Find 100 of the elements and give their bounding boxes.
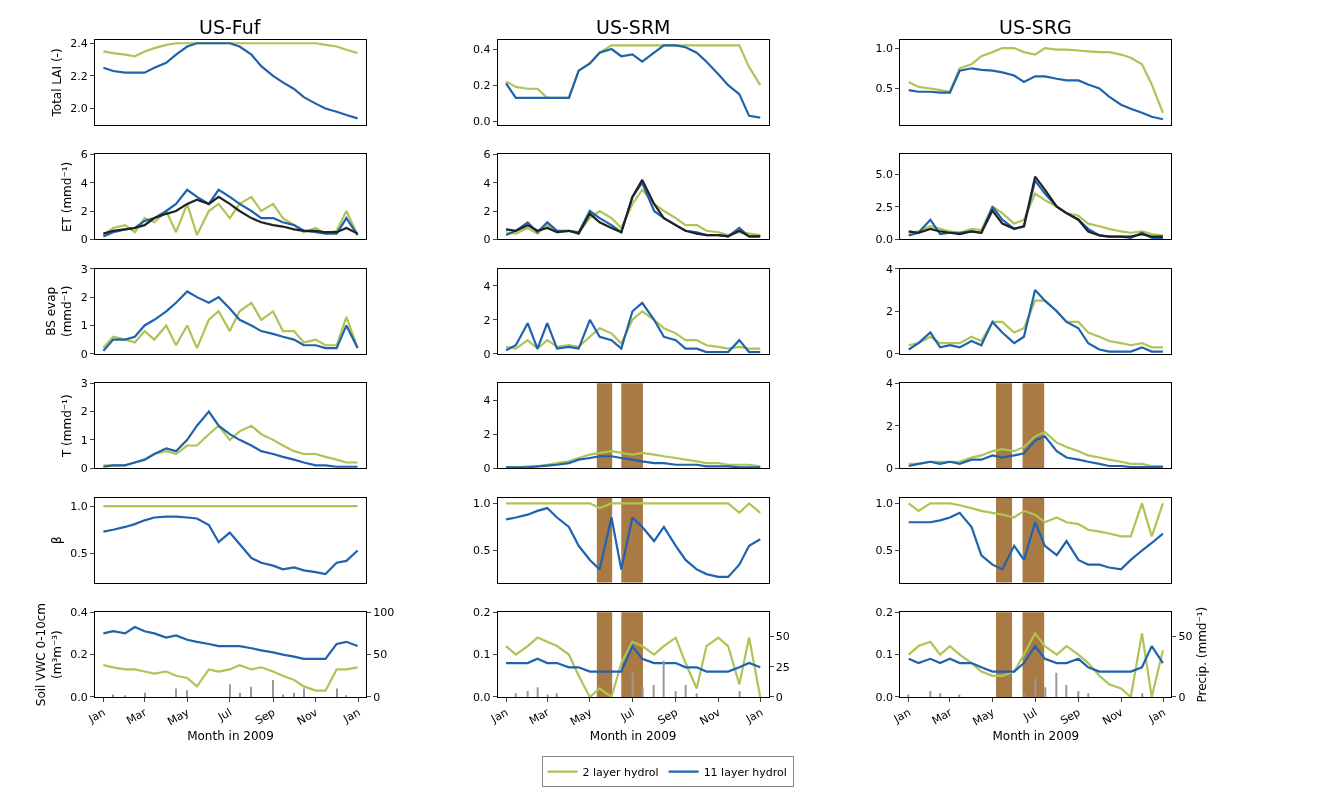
y-tick-label: 0.5 [875,82,894,96]
y-tick-label: 2 [886,419,894,433]
bar [293,692,295,697]
bar [536,687,539,697]
y2-tick-label: 50 [775,630,790,644]
y2-tick-label: 0 [1178,690,1186,704]
bar [1055,672,1058,697]
y-tick-label: 4 [483,279,491,293]
y2-tick-label: 25 [775,660,790,674]
line-series [102,625,359,660]
y-tick-label: 1.0 [472,497,491,511]
y-tick-label: 2.5 [875,200,894,214]
x-tick-label: May [567,705,595,729]
y-tick-label: 0.2 [875,605,894,619]
bar [303,688,305,697]
y-tick-label: 1.0 [875,497,894,511]
line-series [504,636,762,697]
bar [526,690,529,697]
bar [641,687,644,697]
x-tick-label: Jan [340,705,363,727]
y-tick-label: 0.0 [875,690,894,704]
x-tick-label: May [165,705,192,729]
y-tick-label: 6 [80,148,88,162]
line-series [102,515,359,576]
bar [250,686,252,697]
line-series [907,644,1165,673]
y-tick-label: 2 [80,405,88,419]
bar [674,690,677,697]
y-axis-title: T (mmd⁻¹) [60,394,75,459]
y-tick-label: 0 [886,461,894,475]
x-tick-label: Sep [252,705,278,728]
line-series [504,44,762,119]
y-tick-label: 3 [80,377,88,391]
chart-title: US-SRG [999,16,1072,38]
bar [1141,693,1144,697]
bar [282,694,284,697]
x-tick-label: Mar [124,705,150,728]
line-series [907,299,1165,349]
x-tick-label: May [970,705,998,729]
y-tick-label: 1 [80,319,88,333]
x-tick-label: Sep [1058,705,1083,728]
y-tick-label: 1.0 [875,41,894,55]
y-tick-label: 0 [80,461,88,475]
y2-tick-label: 50 [373,648,388,662]
y2-tick-label: 0 [373,690,381,704]
bar [631,672,634,697]
y-tick-label: 0 [483,461,491,475]
y-tick-label: 0.0 [472,690,491,704]
line-series [102,664,359,692]
chart-title: US-Fuf [199,16,262,38]
y-tick-label: 0.5 [875,544,894,558]
bar [662,660,665,697]
y-tick-label: 0.2 [70,648,88,662]
y-tick-label: 2.0 [70,102,88,116]
x-axis-title: Month in 2009 [589,729,677,744]
y-tick-label: 0.2 [472,605,491,619]
bar [239,692,241,697]
y-tick-label: 0 [483,347,491,361]
line-series [102,410,359,468]
x-tick-label: Mar [527,705,552,728]
bar [186,690,188,697]
y-tick-label: 2 [483,204,491,218]
y-tick-label: 0.4 [70,605,88,619]
x-axis-title: Month in 2009 [187,729,274,744]
line-series [504,644,762,673]
y-axis-title: BS evap (mmd⁻¹) [44,285,75,338]
x-tick-label: Jan [890,705,913,727]
y-tick-label: 2 [80,290,88,304]
y2-tick-label: 0 [775,690,783,704]
line-series [504,455,762,469]
bar [272,680,274,697]
x-tick-label: Nov [697,705,724,728]
y-tick-label: 3 [80,262,88,276]
y-tick-label: 2.2 [70,69,88,83]
x-tick-label: Jan [488,705,511,727]
y-tick-label: 5.0 [875,167,894,181]
bar [1034,678,1037,697]
bar [929,690,932,697]
line-series [504,301,762,354]
x-tick-label: Jan [85,705,108,727]
bar [1077,690,1080,697]
bar [652,684,655,697]
x-tick-label: Mar [929,705,955,728]
bar [1065,684,1068,697]
bar [555,693,558,697]
y2-tick-label: 100 [373,605,395,619]
x-axis-title: Month in 2009 [992,729,1080,744]
line-series [907,192,1165,237]
bar [684,684,687,697]
y-tick-label: 0 [483,233,491,247]
y-tick-label: 0.1 [472,648,491,662]
y-tick-label: 0.0 [472,115,491,129]
line-series [907,46,1165,114]
bar [1044,687,1047,697]
y-tick-label: 0.2 [472,78,491,92]
line-series [102,290,359,352]
y-tick-label: 1.0 [70,500,88,514]
y-tick-label: 0.0 [875,233,894,247]
y-tick-label: 2 [483,313,491,327]
y-tick-label: 4 [80,176,88,190]
